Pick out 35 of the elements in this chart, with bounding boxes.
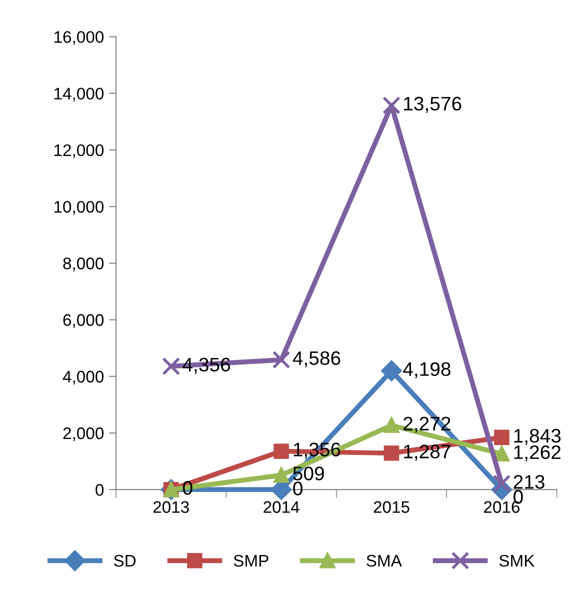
point	[274, 444, 289, 459]
point	[494, 430, 510, 446]
data-label: 13,576	[404, 96, 462, 113]
point	[381, 360, 402, 382]
y-tick-label: 6,000	[63, 314, 104, 328]
legend-label: SMP	[234, 554, 268, 567]
legend-label: SD	[114, 554, 136, 567]
data-label: 1,843	[514, 428, 561, 445]
point	[162, 357, 180, 376]
x-tick-label: 2015	[374, 501, 410, 513]
data-label: 4,356	[182, 358, 230, 374]
legend-label: SMK	[499, 554, 535, 567]
x-tick-label: 2014	[264, 501, 300, 513]
point	[384, 418, 400, 433]
point	[384, 446, 400, 461]
point	[272, 350, 290, 369]
y-tick-label: 8,000	[63, 258, 104, 272]
y-tick-label: 2,000	[63, 427, 104, 442]
point	[274, 468, 289, 483]
point	[492, 474, 511, 493]
y-tick-label: 12,000	[54, 144, 104, 158]
y-tick-label: 10,000	[54, 200, 104, 215]
y-tick-label: 4,000	[62, 370, 104, 385]
data-label: 4,198	[403, 362, 450, 378]
data-label: 213	[514, 475, 544, 489]
y-tick-label: 0	[96, 484, 104, 496]
data-label: 1,262	[514, 445, 560, 462]
point	[382, 96, 401, 114]
data-label: 4,586	[292, 351, 340, 368]
x-tick-label: 2013	[153, 501, 189, 513]
y-tick-label: 16,000	[54, 31, 104, 45]
point	[494, 446, 510, 462]
data-label: 0	[293, 482, 302, 496]
y-tick-label: 14,000	[54, 88, 104, 102]
legend-label: SMA	[366, 554, 402, 567]
